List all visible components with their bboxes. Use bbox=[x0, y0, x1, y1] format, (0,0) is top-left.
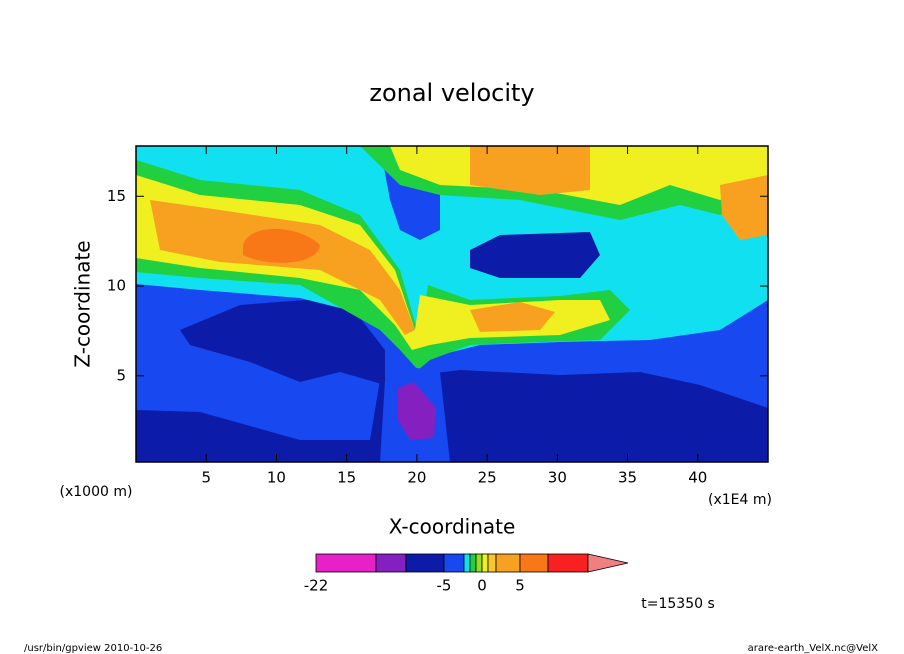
colorbar-segment bbox=[469, 553, 477, 573]
colorbar-over bbox=[587, 553, 629, 573]
colorbar-segment bbox=[495, 553, 521, 573]
x-tick-label: 10 bbox=[267, 469, 286, 487]
colorbar-segment bbox=[443, 553, 465, 573]
y-tick-label: 15 bbox=[107, 187, 126, 205]
colorbar-tick-label: -22 bbox=[304, 577, 329, 595]
colorbar-segment bbox=[315, 553, 377, 573]
x-unit-label: (x1E4 m) bbox=[708, 492, 772, 508]
y-unit-label: (x1000 m) bbox=[60, 484, 133, 500]
x-tick-label: 35 bbox=[618, 469, 637, 487]
field-region bbox=[180, 298, 385, 385]
colorbar-tick-label: 0 bbox=[477, 577, 487, 595]
colorbar-segment bbox=[405, 553, 445, 573]
time-label: t=15350 s bbox=[641, 596, 715, 612]
field-region bbox=[720, 175, 768, 240]
colorbar-segment bbox=[375, 553, 407, 573]
chart-title: zonal velocity bbox=[369, 79, 534, 107]
plot-frame bbox=[135, 145, 769, 463]
field bbox=[135, 145, 769, 463]
x-tick-label: 40 bbox=[688, 469, 707, 487]
footer-left: /usr/bin/gpview 2010-10-26 bbox=[24, 643, 162, 654]
x-tick-label: 25 bbox=[478, 469, 497, 487]
field-region bbox=[470, 302, 555, 332]
colorbar-segment bbox=[481, 553, 489, 573]
colorbar-segment bbox=[475, 553, 483, 573]
x-tick-label: 15 bbox=[337, 469, 356, 487]
y-tick-label: 10 bbox=[107, 277, 126, 295]
y-tick-label: 5 bbox=[116, 366, 126, 384]
footer-right: arare-earth_VelX.nc@VelX bbox=[748, 643, 879, 654]
colorbar-segment bbox=[519, 553, 549, 573]
x-tick-label: 30 bbox=[548, 469, 567, 487]
x-tick-label: 20 bbox=[407, 469, 426, 487]
field-region bbox=[150, 200, 415, 335]
field-region bbox=[470, 232, 600, 278]
field-region bbox=[243, 228, 320, 263]
x-tick-label: 5 bbox=[201, 469, 211, 487]
colorbar-tick-label: -5 bbox=[437, 577, 452, 595]
colorbar-segment bbox=[463, 553, 471, 573]
colorbar-segment bbox=[487, 553, 497, 573]
field-region bbox=[136, 370, 768, 462]
colorbar-segment bbox=[547, 553, 589, 573]
field-region bbox=[470, 146, 590, 195]
y-axis-label: Z-coordinate bbox=[71, 240, 95, 367]
x-axis-label: X-coordinate bbox=[389, 515, 516, 539]
field-region bbox=[398, 382, 436, 440]
colorbar-tick-label: 5 bbox=[515, 577, 525, 595]
